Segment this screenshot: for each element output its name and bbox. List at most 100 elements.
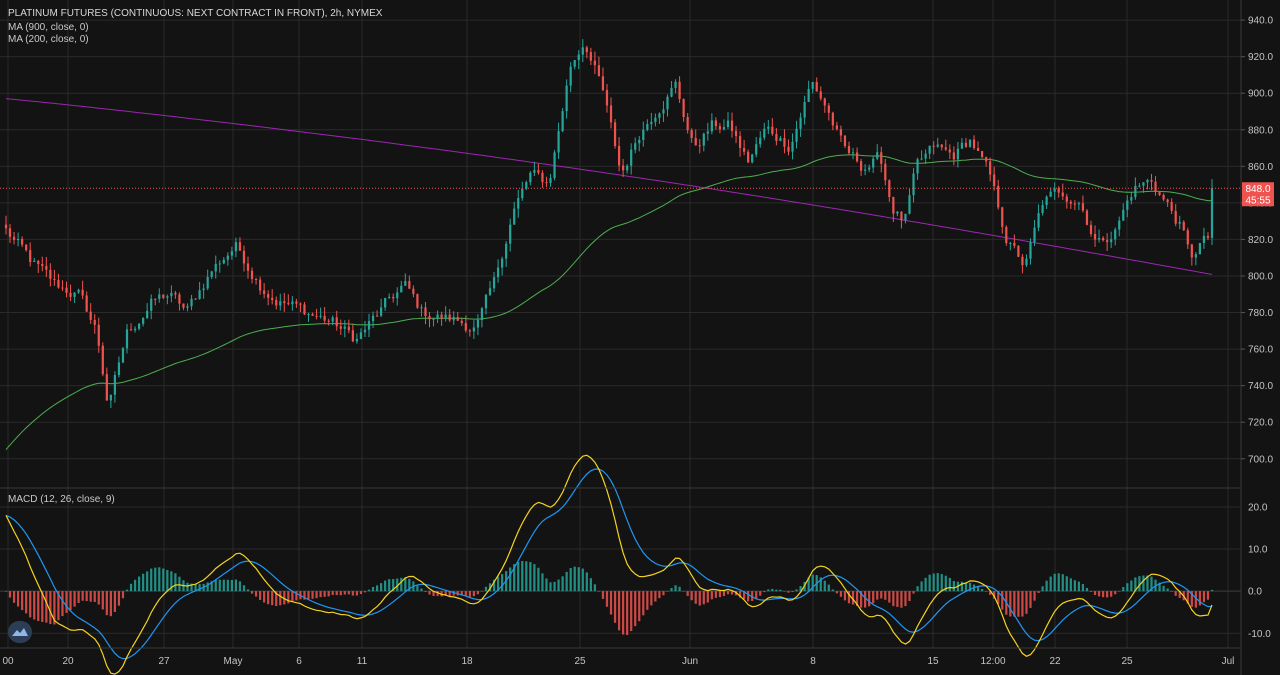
candle-body[interactable]: [855, 152, 859, 162]
candle-body[interactable]: [952, 152, 955, 160]
candle-body[interactable]: [1150, 179, 1153, 182]
candle-body[interactable]: [190, 298, 193, 307]
candle-body[interactable]: [662, 109, 665, 114]
candle-body[interactable]: [936, 144, 939, 147]
ma-200-legend[interactable]: MA (200, close, 0): [8, 34, 89, 45]
candle-body[interactable]: [1202, 235, 1206, 243]
candle-body[interactable]: [1073, 203, 1076, 205]
candle-body[interactable]: [1001, 207, 1004, 227]
candle-body[interactable]: [868, 167, 871, 170]
candle-body[interactable]: [1206, 235, 1210, 238]
time-axis[interactable]: 00 20 27 May 6 11 18 25 Jun 8 15 12:00 22 25 Jul: [2, 656, 1234, 667]
candle-body[interactable]: [783, 138, 786, 147]
candle-body[interactable]: [97, 324, 100, 346]
candle-body[interactable]: [1162, 194, 1165, 200]
candle-body[interactable]: [694, 137, 697, 146]
candle-body[interactable]: [738, 136, 742, 148]
candle-body[interactable]: [517, 198, 520, 209]
candle-body[interactable]: [154, 298, 157, 300]
candle-body[interactable]: [1021, 256, 1024, 266]
candle-body[interactable]: [751, 154, 754, 163]
candle-body[interactable]: [900, 211, 903, 221]
candle-body[interactable]: [61, 287, 64, 289]
candle-body[interactable]: [1126, 200, 1129, 210]
candle-body[interactable]: [1174, 210, 1177, 224]
chart-title[interactable]: PLATINUM FUTURES (CONTINUOUS: NEXT CONTR…: [8, 8, 383, 19]
candle-body[interactable]: [150, 298, 153, 311]
candle-body[interactable]: [626, 165, 629, 171]
candle-body[interactable]: [726, 120, 730, 128]
candle-body[interactable]: [1166, 199, 1169, 203]
candle-body[interactable]: [1085, 210, 1089, 225]
candle-body[interactable]: [271, 297, 274, 301]
candle-body[interactable]: [1134, 185, 1137, 198]
candle-body[interactable]: [791, 141, 794, 152]
candle-body[interactable]: [501, 258, 504, 268]
candle-body[interactable]: [896, 211, 899, 214]
candle-body[interactable]: [307, 314, 310, 316]
candle-body[interactable]: [843, 135, 847, 147]
candle-body[interactable]: [226, 255, 229, 260]
candle-body[interactable]: [275, 300, 278, 306]
candle-body[interactable]: [146, 310, 149, 319]
candle-body[interactable]: [416, 294, 419, 308]
candle-body[interactable]: [121, 348, 125, 363]
candle-body[interactable]: [617, 145, 621, 166]
candle-body[interactable]: [464, 323, 467, 331]
candle-body[interactable]: [452, 317, 455, 321]
candle-body[interactable]: [198, 290, 201, 299]
candle-body[interactable]: [666, 96, 669, 110]
candle-body[interactable]: [678, 81, 681, 100]
candle-body[interactable]: [597, 65, 601, 77]
candle-body[interactable]: [916, 159, 919, 174]
candle-body[interactable]: [170, 292, 173, 297]
candle-body[interactable]: [254, 279, 258, 281]
candle-body[interactable]: [569, 66, 572, 86]
candle-body[interactable]: [1114, 229, 1117, 240]
candle-body[interactable]: [892, 197, 895, 214]
candle-body[interactable]: [222, 259, 225, 264]
candle-body[interactable]: [920, 158, 923, 160]
candle-body[interactable]: [771, 126, 774, 134]
candle-body[interactable]: [654, 117, 657, 122]
candle-body[interactable]: [53, 278, 56, 280]
candle-body[interactable]: [956, 148, 960, 160]
candle-body[interactable]: [65, 287, 68, 293]
candle-body[interactable]: [158, 294, 161, 299]
candle-body[interactable]: [351, 330, 354, 342]
candle-body[interactable]: [646, 124, 649, 130]
candle-body[interactable]: [779, 138, 782, 141]
candle-body[interactable]: [492, 277, 496, 289]
candle-body[interactable]: [605, 90, 609, 106]
candle-body[interactable]: [888, 180, 891, 198]
candle-body[interactable]: [432, 318, 435, 320]
candle-body[interactable]: [714, 120, 717, 127]
candle-body[interactable]: [57, 279, 60, 288]
candle-body[interactable]: [242, 250, 246, 264]
candle-body[interactable]: [831, 112, 834, 126]
ma-900-legend[interactable]: MA (900, close, 0): [8, 22, 89, 33]
candle-body[interactable]: [912, 173, 915, 196]
candle-body[interactable]: [287, 303, 290, 305]
candle-body[interactable]: [1142, 182, 1145, 186]
candle-body[interactable]: [658, 113, 661, 118]
candle-body[interactable]: [747, 151, 750, 163]
candle-body[interactable]: [1093, 234, 1097, 240]
candle-body[interactable]: [214, 263, 217, 272]
candle-body[interactable]: [835, 125, 839, 130]
candle-body[interactable]: [113, 375, 117, 395]
candle-body[interactable]: [1089, 224, 1093, 235]
candle-body[interactable]: [1057, 188, 1060, 193]
candle-body[interactable]: [799, 117, 802, 129]
candle-body[interactable]: [218, 263, 221, 265]
candle-body[interactable]: [960, 142, 964, 149]
candle-body[interactable]: [864, 169, 867, 171]
candle-body[interactable]: [81, 289, 84, 296]
candle-body[interactable]: [448, 314, 451, 321]
candle-body[interactable]: [565, 85, 568, 112]
candle-body[interactable]: [839, 129, 843, 136]
candle-body[interactable]: [609, 105, 613, 123]
candle-body[interactable]: [638, 139, 641, 144]
candle-body[interactable]: [1081, 203, 1085, 211]
candle-body[interactable]: [263, 290, 266, 294]
